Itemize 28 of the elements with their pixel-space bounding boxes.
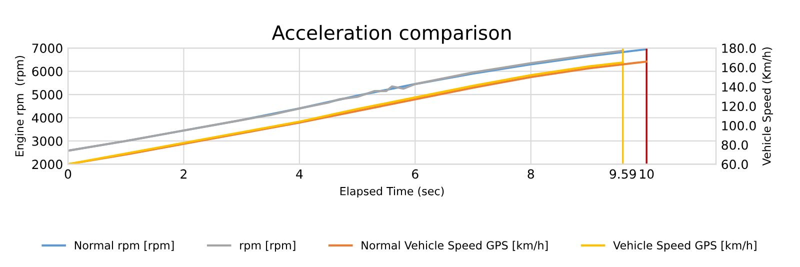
y-tick-label: 4000 xyxy=(32,113,62,123)
y2-tick-label: 160.0 xyxy=(722,62,756,72)
x-tick-label: 6 xyxy=(412,169,418,179)
x-tick-label: 10 xyxy=(640,169,654,179)
y-tick-label: 3000 xyxy=(32,136,62,146)
x-tick-label: 2 xyxy=(180,169,186,179)
legend-label: Vehicle Speed GPS [km/h] xyxy=(613,240,756,252)
x-tick-label: 4 xyxy=(296,169,303,179)
y2-tick-label: 180.0 xyxy=(722,44,756,53)
y2-tick-label: 140.0 xyxy=(722,82,756,92)
y2-tick-label: 80.0 xyxy=(722,140,748,150)
y2-axis-title: Vehicle Speed (Km/h) xyxy=(762,47,773,166)
y-axis-title: Engine rpm (rpm) xyxy=(15,56,26,156)
chart-title: Acceleration comparison xyxy=(272,24,511,44)
y-tick-label: 5000 xyxy=(32,90,62,100)
legend-label: Normal Vehicle Speed GPS [km/h] xyxy=(362,240,548,252)
y-tick-label: 2000 xyxy=(32,160,62,170)
x-tick-label: 8 xyxy=(528,169,534,179)
y-tick-label: 6000 xyxy=(32,66,62,76)
x-tick-label: 0 xyxy=(64,169,72,179)
legend-label: Normal rpm [rpm] xyxy=(74,240,174,252)
y-tick-label: 7000 xyxy=(32,44,62,53)
y2-tick-label: 120.0 xyxy=(722,102,756,112)
y2-tick-label: 60.0 xyxy=(722,160,748,170)
x-tick-label: 9.59 xyxy=(610,169,636,179)
x-axis-title: Elapsed Time (sec) xyxy=(340,186,444,198)
legend-label: rpm [rpm] xyxy=(240,240,296,252)
y2-tick-label: 100.0 xyxy=(722,120,756,130)
